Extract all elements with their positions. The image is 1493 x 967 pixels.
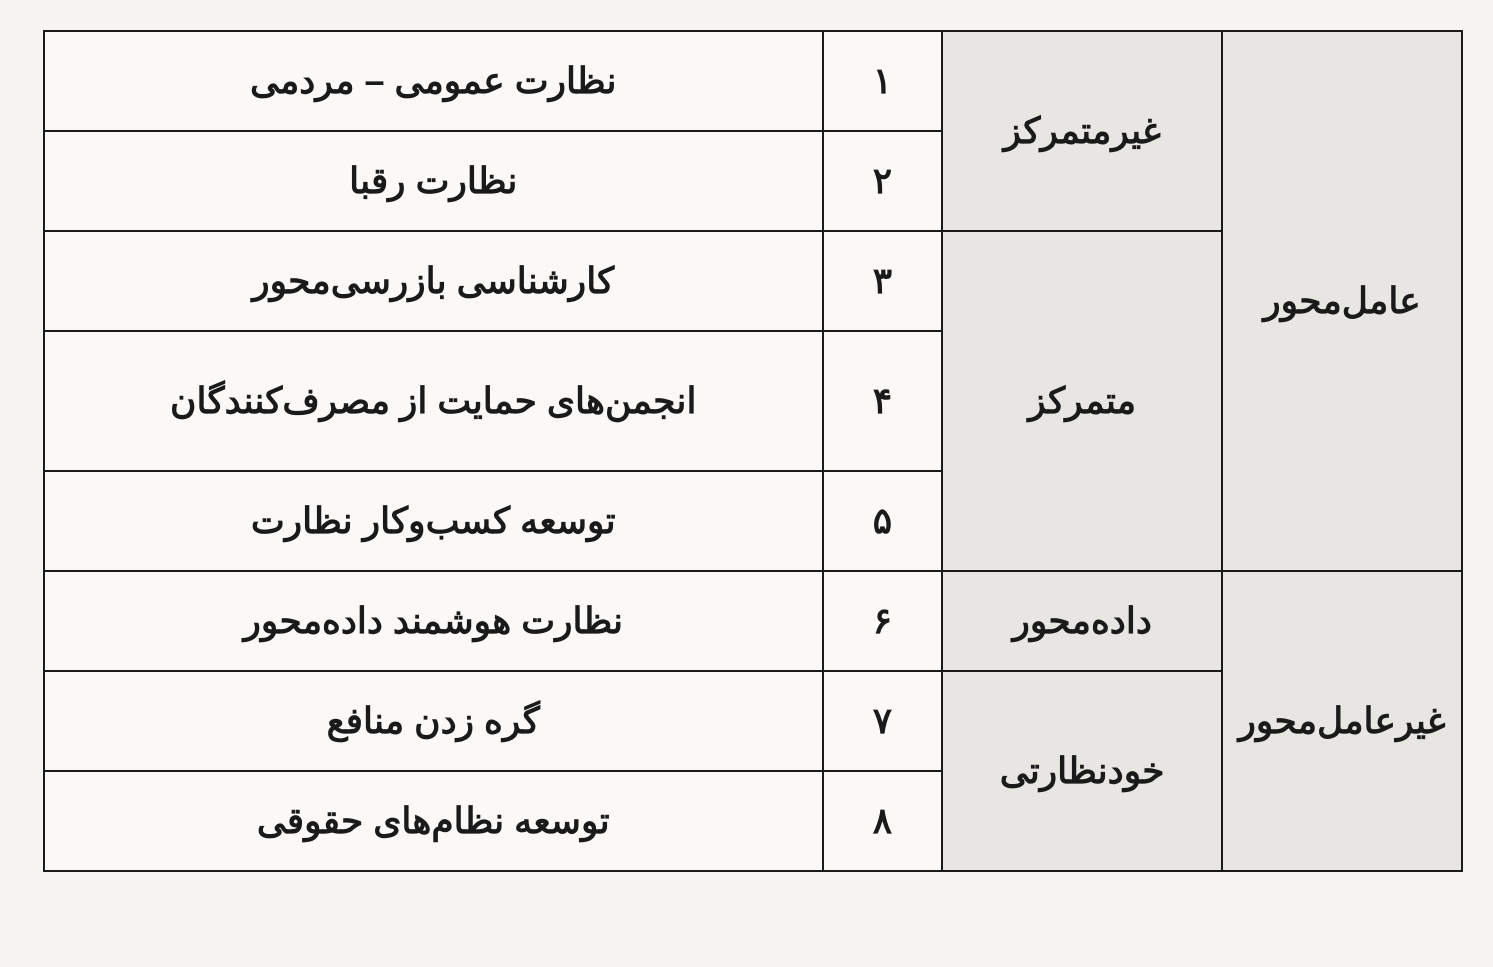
row-number: ۵	[823, 471, 943, 571]
row-description: توسعه نظام‌های حقوقی	[44, 771, 823, 871]
category-decentralized: غیرمتمرکز	[942, 31, 1222, 231]
row-description: نظارت هوشمند داده‌محور	[44, 571, 823, 671]
category-non-agent-based: غیرعامل‌محور	[1222, 571, 1462, 871]
table-row: عامل‌محور غیرمتمرکز ۱ نظارت عمومی – مردم…	[44, 31, 1462, 131]
row-description: کارشناسی بازرسی‌محور	[44, 231, 823, 331]
supervision-table-container: عامل‌محور غیرمتمرکز ۱ نظارت عمومی – مردم…	[30, 30, 1463, 872]
row-number: ۴	[823, 331, 943, 471]
row-number: ۶	[823, 571, 943, 671]
row-number: ۳	[823, 231, 943, 331]
category-data-driven: داده‌محور	[942, 571, 1222, 671]
row-description: نظارت رقبا	[44, 131, 823, 231]
table-row: غیرعامل‌محور داده‌محور ۶ نظارت هوشمند دا…	[44, 571, 1462, 671]
supervision-table: عامل‌محور غیرمتمرکز ۱ نظارت عمومی – مردم…	[43, 30, 1463, 872]
row-number: ۱	[823, 31, 943, 131]
row-description: گره زدن منافع	[44, 671, 823, 771]
category-self-supervisory: خودنظارتی	[942, 671, 1222, 871]
row-number: ۸	[823, 771, 943, 871]
row-number: ۷	[823, 671, 943, 771]
row-description: نظارت عمومی – مردمی	[44, 31, 823, 131]
row-description: توسعه کسب‌وکار نظارت	[44, 471, 823, 571]
category-centralized: متمرکز	[942, 231, 1222, 571]
row-number: ۲	[823, 131, 943, 231]
row-description: انجمن‌های حمایت از مصرف‌کنندگان	[44, 331, 823, 471]
category-agent-based: عامل‌محور	[1222, 31, 1462, 571]
